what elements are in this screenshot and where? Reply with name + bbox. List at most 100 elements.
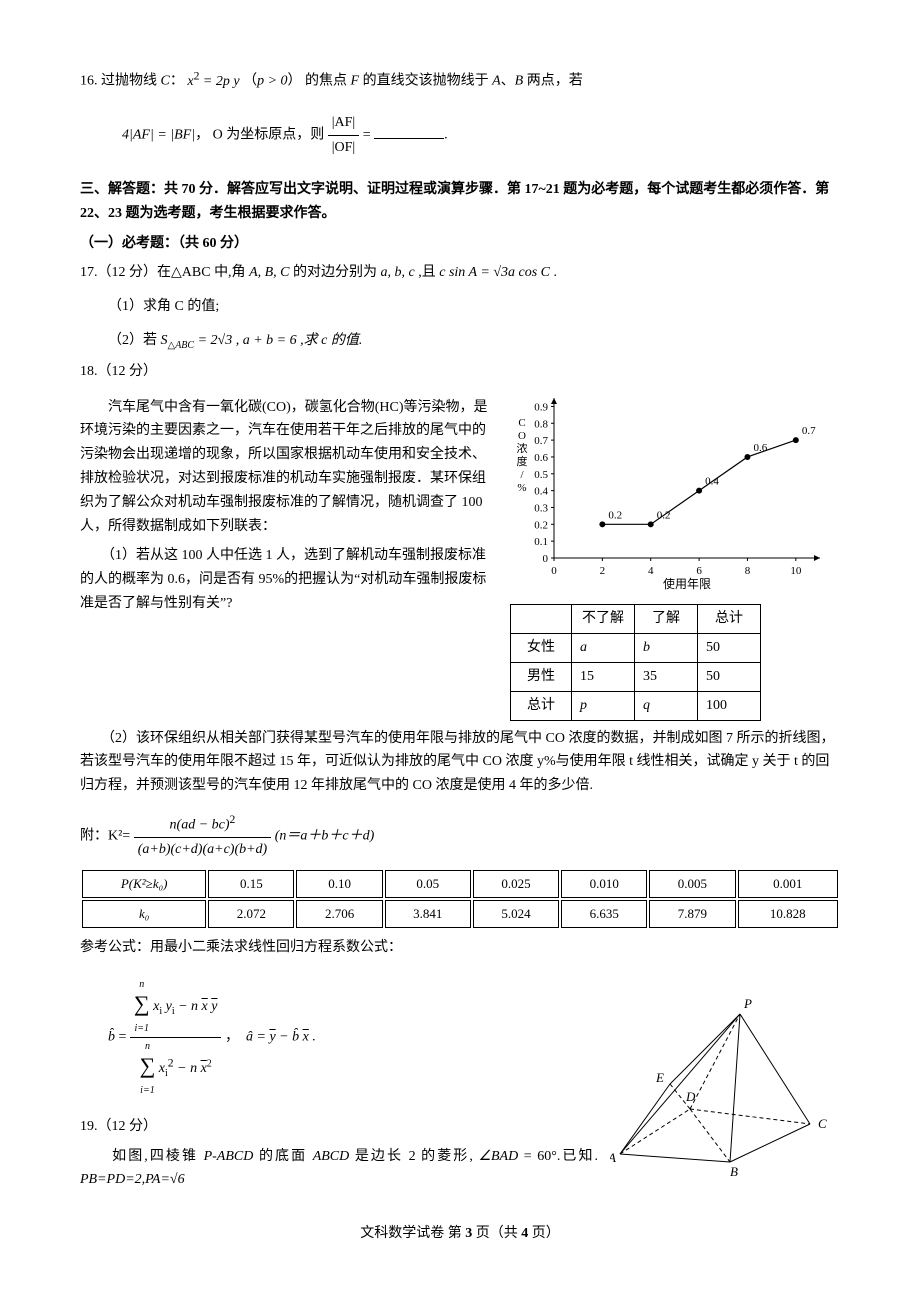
svg-text:0.2: 0.2 <box>608 509 622 521</box>
k2-post: (n＝a＋b＋c＋d) <box>275 828 375 843</box>
q18-row1: 汽车尾气中含有一氧化碳(CO)，碳氢化合物(HC)等污染物，是环境污染的主要因素… <box>80 390 840 721</box>
fill-blank[interactable] <box>374 124 444 139</box>
svg-text:A: A <box>610 1150 616 1165</box>
ref-cell: 0.001 <box>738 870 839 898</box>
ct-header: 了解 <box>635 605 698 634</box>
eq1: = <box>119 1030 130 1045</box>
q17-S: S△ABC <box>161 333 195 348</box>
ft-c: 页） <box>528 1226 560 1241</box>
ct-cell: a <box>572 634 635 663</box>
q16-text-b: 的焦点 <box>305 74 347 89</box>
q19-pbpd: PB=PD=2,PA=√6 <box>80 1172 185 1187</box>
svg-text:B: B <box>730 1164 738 1179</box>
ref-cell: 0.005 <box>649 870 735 898</box>
pyramid-diagram: ABCDEP <box>610 989 830 1189</box>
ft-a: 文科数学试卷 第 <box>360 1226 465 1241</box>
q17-period: . <box>554 265 558 280</box>
q17-p1: （1）求角 C 的值; <box>80 295 840 319</box>
k2-pre: 附：K²= <box>80 828 134 843</box>
q16-C: C <box>161 74 170 89</box>
svg-text:%: % <box>517 482 526 494</box>
reference-table: P(K²≥k₀)0.150.100.050.0250.0100.0050.001… <box>80 868 840 930</box>
comma: ， <box>225 1030 243 1045</box>
q16-frac-den: |OF| <box>328 136 360 160</box>
q16-B: B <box>515 74 524 89</box>
q16-comma: ， <box>195 128 209 143</box>
q19-d: = 60°.已知. <box>524 1149 598 1164</box>
q16-eq2: 4|AF| = |BF| <box>122 128 195 143</box>
q16-po: （ <box>243 74 257 89</box>
svg-text:6: 6 <box>696 565 702 577</box>
ct-header <box>511 605 572 634</box>
q19-pabcd: P-ABCD <box>204 1149 254 1164</box>
reg-a-body: = y − b̂ x . <box>256 1030 315 1045</box>
reg-den: n ∑ i=1 xi2 − n x2 <box>130 1038 222 1099</box>
svg-text:0.4: 0.4 <box>534 485 548 497</box>
sum1: n ∑ i=1 <box>134 976 150 1037</box>
reg-num-body: xi yi − n x y <box>153 999 217 1014</box>
ref-cell: 0.10 <box>296 870 382 898</box>
ct-cell: q <box>635 691 698 720</box>
reg-den-body: xi2 − n x2 <box>159 1061 212 1076</box>
bhat: b̂ <box>108 1030 115 1045</box>
svg-text:0.3: 0.3 <box>534 502 548 514</box>
section3-h1: 三、解答题：共 70 分．解答应写出文字说明、证明过程或演算步骤．第 17~21… <box>80 178 840 226</box>
sum2: n ∑ i=1 <box>140 1038 156 1099</box>
q17-eq: c sin A = √3a cos C <box>439 265 550 280</box>
q17-p2b: = 2√3 , a + b = 6 ,求 c 的值. <box>198 333 363 348</box>
ct-cell: 100 <box>698 691 761 720</box>
ct-cell: b <box>635 634 698 663</box>
ref-cell: 6.635 <box>561 900 647 928</box>
q19-body: 如图,四棱锥 P-ABCD 的底面 ABCD 是边长 2 的菱形, ∠BAD =… <box>80 1145 598 1193</box>
q16-text-d: 两点，若 <box>527 74 583 89</box>
ref-cell: P(K²≥k₀) <box>82 870 206 898</box>
ref-cell: 0.15 <box>208 870 294 898</box>
q16-colon: ： <box>170 74 184 89</box>
svg-text:C: C <box>818 1116 827 1131</box>
q18-p1: （1）若从这 100 人中任选 1 人，选到了解机动车强制报废标准的人的概率为 … <box>80 544 498 615</box>
q16-sep: 、 <box>501 74 515 89</box>
svg-text:0.8: 0.8 <box>534 418 548 430</box>
q16-pc: ） <box>288 74 302 89</box>
page-footer: 文科数学试卷 第 3 页（共 4 页） <box>80 1222 840 1246</box>
q17-c: 的对边分别为 <box>293 265 377 280</box>
svg-text:0: 0 <box>543 553 549 565</box>
ct-cell: 女性 <box>511 634 572 663</box>
ft-b: 页（共 <box>472 1226 521 1241</box>
ref-cell: 5.024 <box>473 900 559 928</box>
contingency-table: 不了解了解总计女性ab50男性153550总计pq100 <box>510 604 761 720</box>
svg-text:0.7: 0.7 <box>534 435 548 447</box>
ref-cell: 2.072 <box>208 900 294 928</box>
k2-den: (a+b)(c+d)(a+c)(b+d) <box>134 838 272 862</box>
sigma2-icon: ∑ <box>140 1053 156 1078</box>
k2-formula: 附：K²= n(ad − bc)2 (a+b)(c+d)(a+c)(b+d) (… <box>80 810 840 862</box>
geom-col: ABCDEP <box>610 989 840 1198</box>
ct-cell: 50 <box>698 634 761 663</box>
q18-bottom-row: b̂ = n ∑ i=1 xi yi − n x y n ∑ i=1 <box>80 966 840 1198</box>
ref-cell: 7.879 <box>649 900 735 928</box>
q17-abc: a, b, c <box>381 265 415 280</box>
q16-A: A <box>492 74 501 89</box>
svg-text:2: 2 <box>600 565 606 577</box>
q17-b: 中,角 <box>214 265 246 280</box>
ref-cell: 0.05 <box>385 870 471 898</box>
q17-tri: △ABC <box>171 265 211 280</box>
svg-text:0.6: 0.6 <box>534 452 548 464</box>
q16-eq1: x2 = 2p y <box>187 74 239 89</box>
k2-num: n(ad − bc)2 <box>134 810 272 838</box>
q16-period: . <box>444 128 448 143</box>
q16-line2b: O 为坐标原点，则 <box>213 128 325 143</box>
q19-head: 19.（12 分） <box>80 1115 598 1139</box>
ahat: â <box>246 1030 253 1045</box>
ref-cell: 2.706 <box>296 900 382 928</box>
q18-body: 汽车尾气中含有一氧化碳(CO)，碳氢化合物(HC)等污染物，是环境污染的主要因素… <box>80 396 498 539</box>
ct-cell: 35 <box>635 663 698 692</box>
svg-text:0.9: 0.9 <box>534 401 548 413</box>
q16-line1: 16. 过抛物线 C： x2 = 2p y （p > 0） 的焦点 F 的直线交… <box>80 66 840 93</box>
ct-header: 不了解 <box>572 605 635 634</box>
q17-ABC: A, B, C <box>249 265 289 280</box>
q17-a: 17.（12 分）在 <box>80 265 171 280</box>
q19-abcd: ABCD <box>313 1149 350 1164</box>
ct-header: 总计 <box>698 605 761 634</box>
q17-d: ,且 <box>418 265 436 280</box>
